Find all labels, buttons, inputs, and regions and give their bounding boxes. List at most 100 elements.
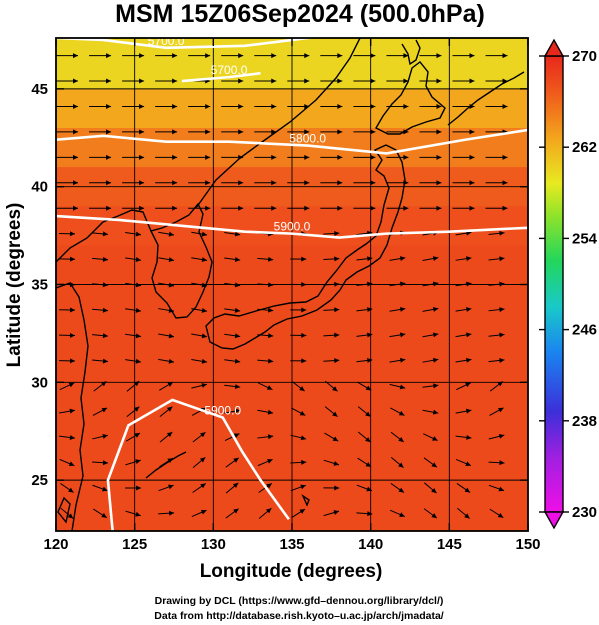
wind-arrowhead	[399, 384, 406, 390]
wind-arrowhead	[403, 180, 409, 186]
credit-drawing: Drawing by DCL (https://www.gfd–dennou.o…	[155, 595, 444, 607]
wind-arrowhead	[403, 205, 409, 211]
wind-arrowhead	[172, 129, 178, 135]
wind-arrowhead	[469, 180, 475, 186]
wind-arrowhead	[102, 486, 108, 492]
wind-arrowhead	[334, 358, 340, 364]
contour-label: 5900.0	[274, 220, 311, 234]
wind-arrowhead	[201, 383, 207, 388]
wind-arrowhead	[267, 409, 274, 415]
colorbar-tick-label: 246	[572, 322, 597, 339]
wind-arrowhead	[199, 457, 206, 463]
x-tick-label: 150	[515, 536, 540, 553]
colorbar: 270 262 254 246 238 230	[539, 38, 598, 530]
wind-arrowhead	[101, 512, 107, 518]
x-tick-label: 125	[122, 536, 147, 553]
contour-label: 5900.0	[204, 404, 241, 418]
wind-arrowhead	[232, 482, 239, 488]
wind-arrowhead	[304, 129, 310, 135]
coastline-japan	[205, 144, 406, 350]
wind-arrowhead	[431, 487, 437, 494]
wind-arrowhead	[205, 205, 211, 211]
wind-arrowhead	[271, 103, 277, 109]
wind-arrowhead	[337, 103, 343, 109]
wind-arrowhead	[200, 483, 206, 489]
wind-arrowhead	[399, 281, 406, 287]
wind-arrowhead	[499, 256, 505, 262]
wind-arrowhead	[304, 205, 310, 211]
wind-arrowhead	[172, 205, 178, 211]
wind-arrowhead	[167, 382, 173, 387]
y-tick-label: 40	[31, 179, 48, 196]
wind-arrowhead	[73, 205, 79, 211]
contour-line	[106, 398, 290, 531]
wind-arrowhead	[135, 511, 141, 517]
wind-arrowhead	[469, 103, 475, 109]
wind-arrowhead	[201, 333, 208, 339]
wind-arrowhead	[436, 103, 442, 109]
wind-arrowhead	[234, 333, 241, 339]
wind-arrowhead	[73, 53, 79, 59]
wind-arrowhead	[399, 512, 405, 517]
wind-arrowhead	[268, 358, 274, 364]
grid-lines	[56, 38, 528, 531]
wind-arrowhead	[265, 508, 272, 514]
wind-arrowhead	[497, 407, 504, 413]
wind-arrowhead	[205, 53, 211, 59]
wind-arrowhead	[304, 78, 310, 84]
wind-arrowhead	[464, 513, 470, 519]
wind-arrowhead	[172, 154, 178, 160]
wind-arrowhead	[466, 306, 472, 312]
wind-arrowhead	[301, 459, 307, 465]
wind-arrowhead	[238, 205, 244, 211]
wind-arrowhead	[403, 78, 409, 84]
wind-arrowhead	[436, 53, 442, 59]
wind-arrowhead	[102, 307, 109, 313]
chart-title: MSM 15Z06Sep2024 (500.0hPa)	[115, 0, 485, 28]
wind-arrowhead	[332, 436, 339, 442]
wind-arrowhead	[370, 205, 376, 211]
wind-arrowhead	[431, 462, 437, 468]
wind-arrowhead	[102, 358, 109, 364]
wind-arrowhead	[67, 513, 74, 519]
wind-arrowhead	[69, 307, 76, 313]
wind-arrowhead	[334, 485, 340, 491]
plot-area: 5700.0 5700.0 5800.0 5900.0 5900.0	[56, 38, 528, 531]
wind-arrowhead	[466, 357, 472, 363]
wind-streamlines	[56, 53, 508, 519]
colorbar-tick-label: 270	[572, 48, 597, 65]
wind-arrowhead	[337, 205, 343, 211]
wind-arrowhead	[135, 459, 141, 465]
wind-arrowhead	[403, 53, 409, 59]
wind-arrowhead	[106, 205, 112, 211]
wind-arrowhead	[370, 129, 376, 135]
wind-arrowhead	[436, 180, 442, 186]
wind-arrowhead	[365, 385, 372, 391]
wind-arrowhead	[498, 433, 505, 439]
wind-arrowhead	[436, 78, 442, 84]
wind-arrowhead	[403, 129, 409, 135]
wind-arrowhead	[266, 385, 273, 390]
wind-arrowhead	[399, 332, 406, 338]
wind-arrowhead	[469, 205, 475, 211]
axis-ticks: 120 125 130 135 140 145 150 25 30 35 40 45	[31, 38, 541, 553]
wind-arrowhead	[465, 461, 471, 466]
wind-arrowhead	[234, 384, 241, 390]
y-axis-label: Latitude (degrees)	[4, 203, 25, 368]
wind-arrowhead	[304, 53, 310, 59]
wind-arrowhead	[106, 53, 112, 59]
wind-arrowhead	[334, 256, 340, 262]
wind-arrowhead	[502, 205, 508, 211]
wind-arrowhead	[168, 307, 175, 313]
wind-arrowhead	[436, 154, 442, 160]
colorbar-body	[544, 55, 564, 513]
wind-arrowhead	[432, 306, 439, 312]
wind-arrowhead	[69, 256, 76, 262]
coastline-hachijo	[301, 494, 310, 507]
wind-arrowhead	[139, 78, 145, 84]
colorbar-bottom-arrow	[543, 511, 565, 530]
wind-arrowhead	[167, 458, 173, 464]
wind-arrowhead	[238, 53, 244, 59]
wind-arrowhead	[205, 180, 211, 186]
x-tick-label: 135	[279, 536, 304, 553]
